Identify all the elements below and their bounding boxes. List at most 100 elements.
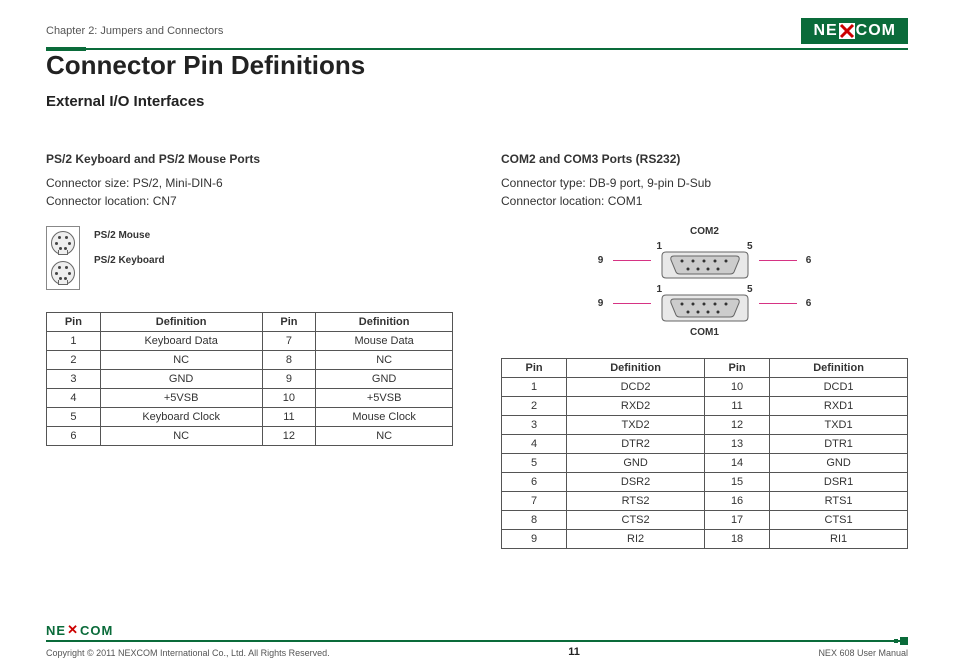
cell-pin: 10 — [704, 378, 769, 397]
copyright-text: Copyright © 2011 NEXCOM International Co… — [46, 648, 330, 658]
cell-definition: CTS2 — [567, 511, 705, 530]
cell-definition: NC — [316, 351, 453, 370]
th-pin: Pin — [47, 313, 101, 332]
cell-pin: 6 — [47, 427, 101, 446]
cell-pin: 12 — [262, 427, 316, 446]
cell-definition: Mouse Data — [316, 332, 453, 351]
footer-logo-right: COM — [80, 623, 113, 638]
cell-definition: GND — [100, 370, 262, 389]
cell-pin: 10 — [262, 389, 316, 408]
footer-logo: NE✕COM — [46, 622, 908, 638]
cell-pin: 15 — [704, 473, 769, 492]
cell-pin: 5 — [47, 408, 101, 427]
table-row: 1DCD210DCD1 — [502, 378, 908, 397]
footer-rule — [46, 640, 908, 642]
cell-pin: 2 — [502, 397, 567, 416]
th-pin2-r: Pin — [704, 359, 769, 378]
section-subtitle: External I/O Interfaces — [46, 93, 908, 110]
table-row: 6DSR215DSR1 — [502, 473, 908, 492]
com-table-body: 1DCD210DCD12RXD211RXD13TXD212TXD14DTR213… — [502, 378, 908, 549]
manual-name: NEX 608 User Manual — [818, 648, 908, 658]
line-right2 — [759, 303, 797, 304]
page-number: 11 — [568, 646, 580, 658]
cell-pin: 1 — [502, 378, 567, 397]
cell-pin: 13 — [704, 435, 769, 454]
footer-logo-left: NE — [46, 623, 66, 638]
cell-definition: GND — [316, 370, 453, 389]
right-column: COM2 and COM3 Ports (RS232) Connector ty… — [501, 152, 908, 549]
cell-definition: GND — [567, 454, 705, 473]
ps2-desc-size: Connector size: PS/2, Mini-DIN-6 — [46, 174, 453, 192]
table-row: 3GND9GND — [47, 370, 453, 389]
cell-definition: RTS2 — [567, 492, 705, 511]
footer: NE✕COM Copyright © 2011 NEXCOM Internati… — [46, 622, 908, 658]
table-row: 6NC12NC — [47, 427, 453, 446]
line-left — [613, 260, 651, 261]
cell-pin: 4 — [502, 435, 567, 454]
db9-com2-row: 9 15 6 — [595, 241, 815, 280]
table-row: 5Keyboard Clock11Mouse Clock — [47, 408, 453, 427]
cell-pin: 18 — [704, 530, 769, 549]
cell-pin: 7 — [502, 492, 567, 511]
table-row: 3TXD212TXD1 — [502, 416, 908, 435]
ps2-description: Connector size: PS/2, Mini-DIN-6 Connect… — [46, 174, 453, 210]
cell-pin: 16 — [704, 492, 769, 511]
logo-left: NE — [813, 22, 837, 40]
cell-pin: 9 — [502, 530, 567, 549]
com-pin-table: Pin Definition Pin Definition 1DCD210DCD… — [501, 358, 908, 549]
ps2-labels: PS/2 Mouse PS/2 Keyboard — [94, 226, 165, 266]
cell-definition: +5VSB — [316, 389, 453, 408]
header-rule — [46, 48, 908, 50]
cell-pin: 11 — [262, 408, 316, 427]
cell-definition: TXD2 — [567, 416, 705, 435]
th-def2-r: Definition — [770, 359, 908, 378]
ps2-desc-location: Connector location: CN7 — [46, 192, 453, 210]
com-diagram: COM2 9 15 — [595, 226, 815, 338]
db9-com1-icon — [660, 293, 750, 323]
logo-right: COM — [856, 22, 896, 40]
cell-definition: DSR2 — [567, 473, 705, 492]
cell-definition: Mouse Clock — [316, 408, 453, 427]
cell-pin: 14 — [704, 454, 769, 473]
cell-definition: RI1 — [770, 530, 908, 549]
db9-com2-icon — [660, 250, 750, 280]
cell-pin: 9 — [262, 370, 316, 389]
th-pin2: Pin — [262, 313, 316, 332]
table-row: 4DTR213DTR1 — [502, 435, 908, 454]
chapter-label: Chapter 2: Jumpers and Connectors — [46, 25, 223, 37]
com1-label: COM1 — [690, 327, 719, 338]
footer-logo-x-icon: ✕ — [67, 622, 79, 638]
cell-definition: RXD2 — [567, 397, 705, 416]
cell-definition: DCD1 — [770, 378, 908, 397]
cell-definition: RXD1 — [770, 397, 908, 416]
com-heading: COM2 and COM3 Ports (RS232) — [501, 152, 908, 166]
table-row: 1Keyboard Data7Mouse Data — [47, 332, 453, 351]
minidin-mouse-icon — [51, 231, 75, 255]
cell-pin: 1 — [47, 332, 101, 351]
cell-pin: 7 — [262, 332, 316, 351]
db9-com1-row: 9 15 6 — [595, 284, 815, 323]
cell-definition: Keyboard Data — [100, 332, 262, 351]
ps2-diagram-block: PS/2 Mouse PS/2 Keyboard — [46, 226, 453, 290]
table-row: 4+5VSB10+5VSB — [47, 389, 453, 408]
pin9-left2: 9 — [595, 298, 607, 309]
cell-pin: 8 — [502, 511, 567, 530]
cell-definition: +5VSB — [100, 389, 262, 408]
cell-pin: 12 — [704, 416, 769, 435]
th-def2: Definition — [316, 313, 453, 332]
cell-definition: NC — [100, 427, 262, 446]
cell-pin: 5 — [502, 454, 567, 473]
cell-definition: NC — [316, 427, 453, 446]
th-pin-r: Pin — [502, 359, 567, 378]
line-right — [759, 260, 797, 261]
table-row: 2RXD211RXD1 — [502, 397, 908, 416]
minidin-keyboard-icon — [51, 261, 75, 285]
ps2-heading: PS/2 Keyboard and PS/2 Mouse Ports — [46, 152, 453, 166]
table-row: 9RI218RI1 — [502, 530, 908, 549]
table-row: 5GND14GND — [502, 454, 908, 473]
cell-pin: 8 — [262, 351, 316, 370]
cell-definition: CTS1 — [770, 511, 908, 530]
com-desc-type: Connector type: DB-9 port, 9-pin D-Sub — [501, 174, 908, 192]
cell-definition: RI2 — [567, 530, 705, 549]
cell-definition: Keyboard Clock — [100, 408, 262, 427]
